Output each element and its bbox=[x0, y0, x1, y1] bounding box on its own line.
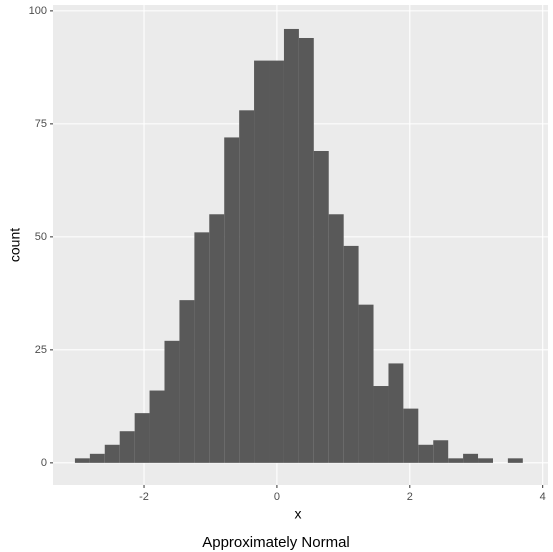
y-tick-label: 0 bbox=[41, 457, 47, 469]
bar bbox=[343, 245, 359, 463]
caption: Approximately Normal bbox=[202, 534, 350, 551]
y-axis-label: count bbox=[7, 228, 23, 262]
bar bbox=[403, 408, 419, 463]
y-tick-label: 25 bbox=[35, 344, 47, 356]
bar bbox=[507, 458, 523, 463]
x-tick-label: 0 bbox=[274, 491, 280, 503]
bar bbox=[74, 458, 90, 463]
x-tick-label: 2 bbox=[407, 491, 413, 503]
bar bbox=[194, 232, 210, 463]
bar bbox=[358, 304, 374, 463]
bar bbox=[418, 444, 434, 463]
x-axis-label: x bbox=[295, 506, 302, 522]
bar bbox=[164, 340, 180, 463]
bar bbox=[328, 214, 344, 463]
bar bbox=[179, 300, 195, 463]
bar bbox=[134, 413, 150, 463]
bar bbox=[388, 363, 404, 463]
bar bbox=[373, 386, 389, 463]
bar bbox=[433, 440, 449, 463]
bar bbox=[239, 110, 255, 463]
y-tick-label: 50 bbox=[35, 231, 47, 243]
bar bbox=[298, 37, 314, 463]
bar bbox=[478, 458, 493, 463]
bar bbox=[313, 150, 329, 463]
bar bbox=[283, 28, 299, 463]
bar bbox=[89, 453, 105, 463]
x-tick-label: -2 bbox=[139, 491, 149, 503]
y-tick-label: 100 bbox=[29, 5, 47, 17]
bar bbox=[209, 214, 225, 463]
bar bbox=[104, 444, 120, 463]
x-tick-label: 4 bbox=[540, 491, 546, 503]
bar bbox=[224, 137, 240, 463]
bar bbox=[149, 390, 165, 463]
y-tick-label: 75 bbox=[35, 118, 47, 130]
bar bbox=[448, 458, 464, 463]
bar bbox=[119, 431, 135, 463]
bar bbox=[269, 60, 284, 463]
bar bbox=[463, 453, 479, 463]
bar bbox=[254, 60, 270, 463]
